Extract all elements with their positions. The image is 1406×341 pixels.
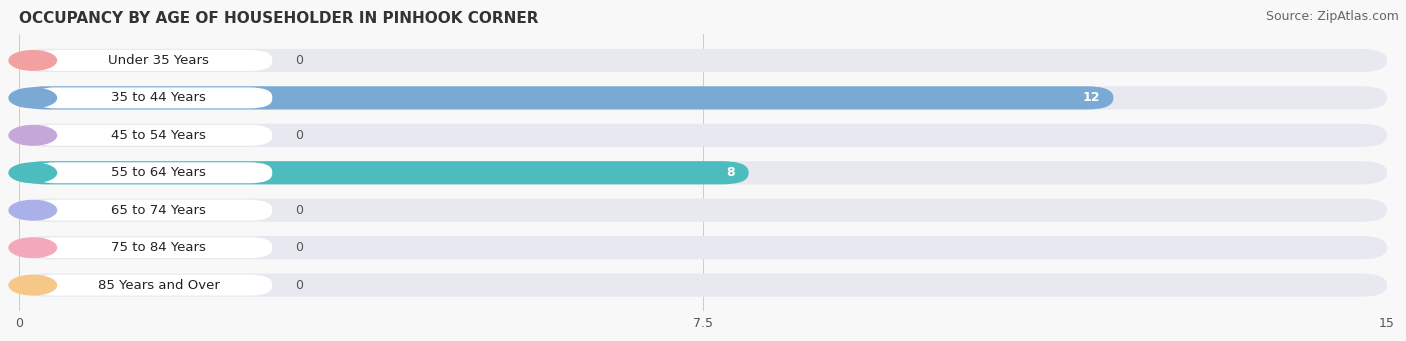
- Circle shape: [8, 51, 56, 70]
- Text: 12: 12: [1083, 91, 1099, 104]
- Text: Source: ZipAtlas.com: Source: ZipAtlas.com: [1265, 10, 1399, 23]
- Text: 55 to 64 Years: 55 to 64 Years: [111, 166, 207, 179]
- Circle shape: [8, 125, 56, 145]
- FancyBboxPatch shape: [20, 124, 1386, 147]
- FancyBboxPatch shape: [20, 86, 1114, 109]
- FancyBboxPatch shape: [32, 50, 273, 71]
- FancyBboxPatch shape: [20, 49, 1386, 72]
- FancyBboxPatch shape: [32, 87, 273, 108]
- Circle shape: [8, 201, 56, 220]
- Text: Under 35 Years: Under 35 Years: [108, 54, 209, 67]
- Text: 0: 0: [295, 279, 304, 292]
- FancyBboxPatch shape: [20, 161, 1386, 184]
- FancyBboxPatch shape: [32, 200, 273, 221]
- FancyBboxPatch shape: [32, 125, 273, 146]
- Text: 0: 0: [295, 241, 304, 254]
- Text: 75 to 84 Years: 75 to 84 Years: [111, 241, 207, 254]
- FancyBboxPatch shape: [32, 275, 273, 296]
- FancyBboxPatch shape: [20, 161, 748, 184]
- Text: 35 to 44 Years: 35 to 44 Years: [111, 91, 207, 104]
- Circle shape: [8, 276, 56, 295]
- Text: 0: 0: [295, 129, 304, 142]
- Text: 0: 0: [295, 54, 304, 67]
- FancyBboxPatch shape: [20, 86, 1386, 109]
- Circle shape: [8, 88, 56, 108]
- Text: 0: 0: [295, 204, 304, 217]
- FancyBboxPatch shape: [32, 237, 273, 258]
- Text: 85 Years and Over: 85 Years and Over: [98, 279, 219, 292]
- Text: 8: 8: [727, 166, 735, 179]
- Text: 65 to 74 Years: 65 to 74 Years: [111, 204, 207, 217]
- Circle shape: [8, 163, 56, 182]
- FancyBboxPatch shape: [20, 236, 1386, 259]
- Text: OCCUPANCY BY AGE OF HOUSEHOLDER IN PINHOOK CORNER: OCCUPANCY BY AGE OF HOUSEHOLDER IN PINHO…: [20, 11, 538, 26]
- Circle shape: [8, 238, 56, 257]
- FancyBboxPatch shape: [32, 162, 273, 183]
- FancyBboxPatch shape: [20, 273, 1386, 297]
- FancyBboxPatch shape: [20, 198, 1386, 222]
- Text: 45 to 54 Years: 45 to 54 Years: [111, 129, 207, 142]
